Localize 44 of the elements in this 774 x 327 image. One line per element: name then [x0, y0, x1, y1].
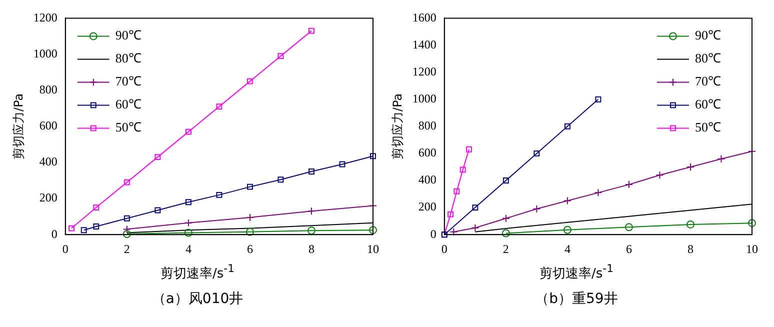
legend-label: 60℃	[695, 96, 721, 112]
y-tick-label: 800	[39, 82, 58, 96]
y-tick-label: 600	[39, 118, 58, 133]
x-tick-label: 8	[687, 242, 694, 256]
legend-label: 90℃	[695, 28, 721, 43]
y-tick-label: 400	[418, 172, 436, 187]
y-tick-label: 1600	[412, 10, 436, 24]
legend-label: 60℃	[115, 96, 142, 112]
x-axis-title: 剪切速率/s$^{-1}$	[538, 262, 614, 282]
y-tick-label: 1400	[412, 37, 436, 52]
y-tick-label: 1000	[412, 92, 436, 106]
legend-label: 50℃	[695, 120, 721, 135]
x-tick-label: 2	[124, 242, 130, 256]
y-tick-label: 0	[430, 226, 436, 241]
x-tick-label: 10	[367, 242, 379, 256]
x-tick-label: 6	[246, 242, 253, 256]
y-axis-title: 剪切应力/Pa	[11, 93, 26, 160]
y-tick-label: 800	[418, 118, 436, 133]
x-tick-label: 8	[308, 242, 314, 256]
x-tick-label: 4	[564, 242, 570, 256]
legend-label: 80℃	[115, 50, 142, 66]
y-tick-label: 1200	[412, 64, 436, 78]
legend-label: 80℃	[695, 50, 721, 66]
legend-label: 70℃	[695, 74, 721, 89]
text: （b）重59井	[534, 290, 619, 308]
x-axis-title: 剪切速率/s$^{-1}$	[160, 262, 236, 282]
y-tick-label: 200	[418, 200, 436, 214]
legend-label: 70℃	[115, 74, 142, 89]
x-tick-label: 2	[502, 242, 509, 256]
x-tick-label: 0	[62, 242, 68, 256]
x-tick-label: 4	[185, 242, 192, 256]
legend-label: 90℃	[115, 28, 142, 43]
text: （a）风010井	[150, 290, 244, 308]
y-tick-label: 200	[39, 190, 58, 205]
y-axis-title: 剪切应力/Pa	[390, 93, 404, 160]
x-tick-label: 10	[746, 242, 758, 256]
x-tick-label: 0	[441, 242, 448, 256]
x-tick-label: 6	[626, 242, 632, 256]
y-tick-label: 600	[418, 146, 436, 160]
y-tick-label: 1200	[33, 10, 58, 24]
y-tick-label: 400	[39, 154, 58, 169]
y-tick-label: 0	[51, 226, 58, 241]
y-tick-label: 1000	[33, 46, 58, 60]
legend-label: 50℃	[115, 120, 142, 135]
